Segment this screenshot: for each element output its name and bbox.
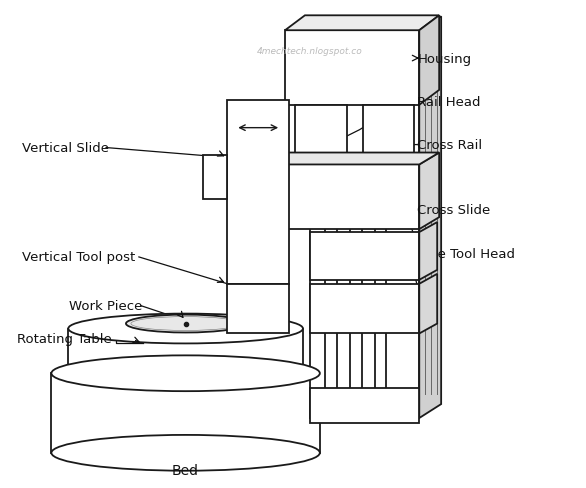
Text: Vertical Tool post: Vertical Tool post [22,251,135,264]
Bar [310,233,419,280]
Polygon shape [255,153,439,165]
Polygon shape [419,223,437,280]
Text: Bed: Bed [172,463,199,477]
Polygon shape [419,17,441,418]
Text: Cross Rail: Cross Rail [417,139,482,152]
Ellipse shape [69,359,303,388]
Ellipse shape [69,314,303,344]
Text: Housing: Housing [417,52,471,65]
Text: Work Piece: Work Piece [69,300,142,312]
Bar [310,284,419,334]
Polygon shape [419,16,439,105]
Bar [285,31,419,105]
Bar [255,165,419,230]
Bar [203,155,227,200]
Bar [227,101,289,284]
Bar [295,105,347,165]
Bar [310,31,419,418]
Polygon shape [419,153,439,230]
Text: Vertical Slide: Vertical Slide [22,142,108,155]
Ellipse shape [52,435,320,471]
Text: Rotating Table: Rotating Table [16,332,111,345]
Bar [310,388,419,423]
Text: Rail Head: Rail Head [417,96,481,109]
Polygon shape [419,274,437,334]
Text: 4mechtech.nlogspot.co: 4mechtech.nlogspot.co [257,46,363,56]
Ellipse shape [131,317,240,331]
Bar [227,284,289,334]
Text: Cross Slide: Cross Slide [417,203,490,216]
Ellipse shape [52,356,320,391]
Text: Side Tool Head: Side Tool Head [417,248,515,261]
Bar [363,105,414,165]
Ellipse shape [126,315,246,333]
Polygon shape [285,16,439,31]
